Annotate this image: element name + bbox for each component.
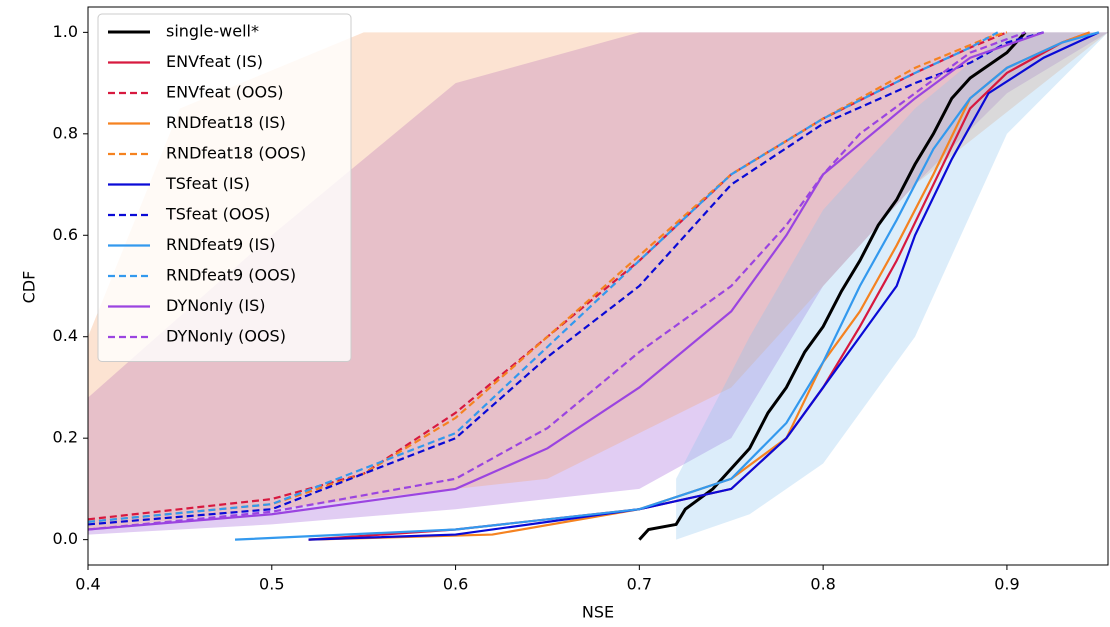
uncertainty-band xyxy=(88,32,1108,535)
y-tick-label: 0.0 xyxy=(53,529,78,548)
legend-label: ENVfeat (IS) xyxy=(166,52,263,71)
x-tick-label: 0.8 xyxy=(810,575,835,594)
y-tick-label: 0.6 xyxy=(53,225,78,244)
legend-label: RNDfeat9 (IS) xyxy=(166,235,276,254)
y-tick-label: 0.8 xyxy=(53,123,78,142)
y-tick-label: 0.4 xyxy=(53,326,78,345)
cdf-line xyxy=(88,31,1008,523)
legend-label: RNDfeat18 (IS) xyxy=(166,113,286,132)
cdf-line xyxy=(88,31,1045,531)
legend-label: ENVfeat (OOS) xyxy=(166,83,284,102)
x-axis-label: NSE xyxy=(582,603,614,622)
legend-label: single-well* xyxy=(166,22,259,41)
cdf-line xyxy=(638,31,1027,541)
legend-label: DYNonly (OOS) xyxy=(166,327,286,346)
y-axis-label: CDF xyxy=(20,271,39,304)
legend-label: RNDfeat18 (OOS) xyxy=(166,144,306,163)
x-tick-label: 0.7 xyxy=(627,575,652,594)
x-tick-label: 0.5 xyxy=(259,575,284,594)
y-tick-label: 0.2 xyxy=(53,428,78,447)
legend-label: RNDfeat9 (OOS) xyxy=(166,266,296,285)
cdf-line xyxy=(234,31,1100,541)
plot-frame xyxy=(87,6,1109,566)
plot-area xyxy=(88,31,1108,541)
legend-label: TSfeat (IS) xyxy=(165,174,250,193)
x-tick-label: 0.4 xyxy=(75,575,100,594)
legend-label: TSfeat (OOS) xyxy=(165,205,270,224)
legend-label: DYNonly (IS) xyxy=(166,296,265,315)
x-tick-label: 0.9 xyxy=(994,575,1019,594)
y-tick-label: 1.0 xyxy=(53,22,78,41)
uncertainty-band xyxy=(676,32,1108,540)
x-tick-label: 0.6 xyxy=(443,575,468,594)
cdf-line xyxy=(88,31,1044,526)
cdf-line xyxy=(88,31,1026,531)
cdf-line xyxy=(88,31,999,523)
legend-box xyxy=(97,13,352,362)
